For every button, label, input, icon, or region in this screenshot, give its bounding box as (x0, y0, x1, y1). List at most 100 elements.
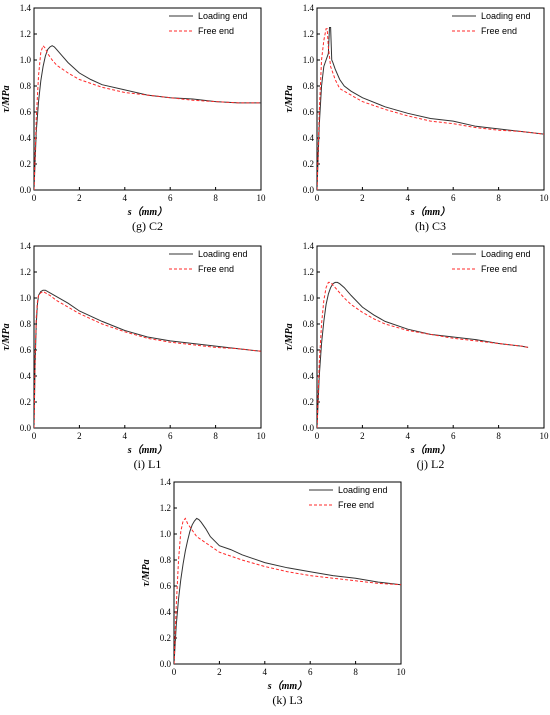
y-axis-label: τ/MPa (141, 559, 152, 586)
x-tick-label: 0 (315, 431, 320, 441)
panel-caption: (i) L1 (134, 457, 162, 471)
series-line-free-end (317, 28, 544, 190)
legend-label: Free end (338, 500, 374, 510)
y-tick-label: 0.8 (303, 81, 315, 91)
y-tick-label: 0.6 (303, 345, 315, 355)
x-tick-label: 0 (32, 431, 37, 441)
x-tick-label: 10 (257, 431, 267, 441)
x-tick-label: 8 (213, 431, 218, 441)
x-tick-label: 2 (360, 431, 365, 441)
y-tick-label: 1.4 (160, 477, 172, 487)
x-tick-label: 4 (406, 193, 411, 203)
y-tick-label: 0.0 (160, 659, 172, 669)
legend-label: Loading end (338, 485, 388, 495)
y-tick-label: 0.0 (303, 423, 315, 433)
series-line-loading-end (174, 517, 401, 664)
x-tick-label: 2 (360, 193, 365, 203)
plot-frame (33, 7, 262, 191)
y-tick-label: 1.0 (20, 55, 32, 65)
y-tick-label: 0.0 (20, 423, 32, 433)
series-line-free-end (34, 290, 261, 428)
y-tick-label: 0.2 (20, 159, 31, 169)
series-line-free-end (34, 44, 261, 190)
x-tick-label: 8 (496, 431, 501, 441)
y-tick-label: 1.4 (303, 3, 315, 13)
x-tick-label: 6 (168, 193, 173, 203)
x-axis-label: s（mm） (127, 444, 167, 456)
y-tick-label: 0.6 (160, 581, 172, 591)
y-tick-label: 0.2 (160, 633, 171, 643)
chart-panel-3: 0 2 4 6 8 10 0.0 0.2 0.4 0.6 0.8 1.0 1.2 1.4 s（mm） τ/MP… (1, 241, 266, 471)
y-tick-label: 0.8 (160, 555, 172, 565)
y-tick-label: 0.6 (20, 345, 32, 355)
series-line-loading-end (34, 289, 261, 428)
x-tick-label: 4 (263, 667, 268, 677)
x-axis-label: s（mm） (127, 206, 167, 218)
legend-label: Free end (198, 264, 234, 274)
chart-panel-1: 0 2 4 6 8 10 0.0 0.2 0.4 0.6 0.8 1.0 1.2 1.4 s（mm） τ/MP… (1, 3, 266, 233)
x-tick-label: 4 (406, 431, 411, 441)
series-line-free-end (174, 517, 401, 664)
x-tick-label: 2 (77, 193, 82, 203)
panel-caption: (j) L2 (417, 457, 445, 471)
y-tick-label: 1.0 (303, 55, 315, 65)
y-tick-label: 0.4 (20, 371, 32, 381)
x-tick-label: 10 (397, 667, 407, 677)
legend-label: Free end (481, 264, 517, 274)
y-tick-label: 1.4 (20, 241, 32, 251)
x-axis-label: s（mm） (410, 206, 450, 218)
x-tick-label: 10 (257, 193, 267, 203)
legend-label: Loading end (481, 11, 531, 21)
y-tick-label: 0.2 (20, 397, 31, 407)
x-tick-label: 6 (168, 431, 173, 441)
x-tick-label: 10 (540, 431, 550, 441)
y-axis-label: τ/MPa (1, 85, 12, 112)
x-tick-label: 8 (496, 193, 501, 203)
chart-panel-2: 0 2 4 6 8 10 0.0 0.2 0.4 0.6 0.8 1.0 1.2 1.4 s（mm） τ/MP… (284, 3, 549, 233)
y-tick-label: 0.0 (20, 185, 32, 195)
y-tick-label: 0.6 (20, 107, 32, 117)
x-tick-label: 2 (77, 431, 82, 441)
series-line-loading-end (317, 27, 544, 190)
y-tick-label: 0.4 (303, 133, 315, 143)
legend-label: Loading end (481, 249, 531, 259)
y-tick-label: 1.2 (303, 29, 314, 39)
y-tick-label: 0.4 (20, 133, 32, 143)
plot-frame (316, 245, 545, 429)
y-tick-label: 0.8 (20, 319, 32, 329)
x-tick-label: 6 (451, 431, 456, 441)
legend-label: Free end (481, 26, 517, 36)
y-tick-label: 0.2 (303, 159, 314, 169)
y-tick-label: 1.0 (303, 293, 315, 303)
x-tick-label: 6 (308, 667, 313, 677)
x-axis-label: s（mm） (410, 444, 450, 456)
chart-panel-4: 0 2 4 6 8 10 0.0 0.2 0.4 0.6 0.8 1.0 1.2 1.4 s（mm） τ/MP… (284, 241, 549, 471)
x-tick-label: 4 (123, 431, 128, 441)
y-tick-label: 1.2 (303, 267, 314, 277)
x-tick-label: 8 (353, 667, 358, 677)
x-tick-label: 0 (315, 193, 320, 203)
y-axis-label: τ/MPa (284, 85, 295, 112)
chart-panel-5: 0 2 4 6 8 10 0.0 0.2 0.4 0.6 0.8 1.0 1.2 1.4 s（mm） τ/MP… (141, 477, 406, 707)
legend-label: Free end (198, 26, 234, 36)
x-tick-label: 0 (32, 193, 37, 203)
panel-caption: (g) C2 (132, 219, 163, 233)
y-tick-label: 1.0 (20, 293, 32, 303)
y-tick-label: 0.6 (303, 107, 315, 117)
x-tick-label: 0 (172, 667, 177, 677)
y-tick-label: 0.4 (160, 607, 172, 617)
x-tick-label: 8 (213, 193, 218, 203)
x-tick-label: 4 (123, 193, 128, 203)
y-tick-label: 0.4 (303, 371, 315, 381)
plot-frame (316, 7, 545, 191)
y-axis-label: τ/MPa (284, 323, 295, 350)
y-tick-label: 1.2 (20, 29, 31, 39)
series-line-loading-end (317, 281, 529, 428)
y-axis-label: τ/MPa (1, 323, 12, 350)
y-tick-label: 1.2 (160, 503, 171, 513)
legend-label: Loading end (198, 11, 248, 21)
y-tick-label: 1.0 (160, 529, 172, 539)
plot-frame (33, 245, 262, 429)
y-tick-label: 1.4 (303, 241, 315, 251)
